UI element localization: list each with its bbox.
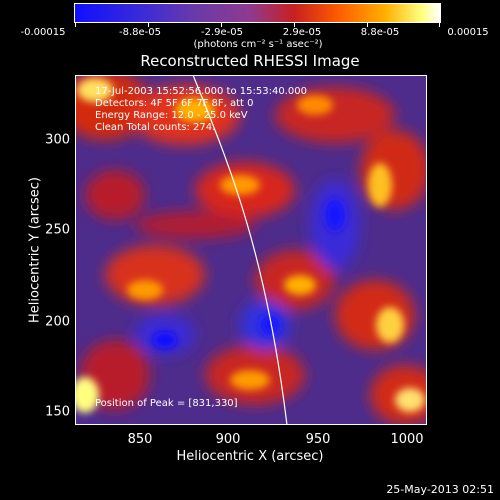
limb-line xyxy=(192,75,288,425)
y-tick-label: 150 xyxy=(45,404,70,420)
time-range-text: 17-Jul-2003 15:52:56.000 to 15:53:40.000 xyxy=(95,86,307,97)
image-heatmap xyxy=(75,75,427,425)
colorbar-tick xyxy=(75,22,76,27)
x-tick-label: 950 xyxy=(305,432,331,447)
y-tick-label: 200 xyxy=(45,314,70,330)
timestamp: 25-May-2013 02:51 xyxy=(386,483,494,496)
colorbar-label: 0.00015 xyxy=(447,27,489,38)
y-axis-label: Heliocentric Y (arcsec) xyxy=(27,177,43,323)
x-tick-label: 1000 xyxy=(390,432,424,447)
x-tick-label: 900 xyxy=(215,432,241,447)
peak-position-text: Position of Peak = [831,330] xyxy=(95,398,238,409)
plot-title: Reconstructed RHESSI Image xyxy=(140,52,360,70)
colorbar-label: 8.8e-05 xyxy=(360,27,400,38)
colorbar-label: -8.8e-05 xyxy=(119,27,161,38)
colorbar-label: -0.00015 xyxy=(20,27,66,38)
clean-counts-text: Clean Total counts: 274. xyxy=(95,122,216,133)
detectors-text: Detectors: 4F 5F 6F 7F 8F, att 0 xyxy=(95,98,254,109)
colorbar-tick xyxy=(367,22,368,27)
energy-range-text: Energy Range: 12.0 - 25.0 keV xyxy=(95,110,248,121)
colorbar-tick xyxy=(439,22,440,27)
colorbar-unit: (photons cm⁻² s⁻¹ asec⁻²) xyxy=(193,39,323,50)
y-tick-label: 300 xyxy=(45,132,70,148)
x-axis-label: Heliocentric X (arcsec) xyxy=(176,449,324,464)
colorbar xyxy=(74,3,441,23)
rhessi-image xyxy=(75,75,427,425)
y-tick-label: 250 xyxy=(45,222,70,238)
colorbar-tick xyxy=(148,22,149,27)
plot-frame xyxy=(75,75,427,425)
colorbar-tick xyxy=(221,22,222,27)
x-tick-label: 850 xyxy=(127,432,153,447)
colorbar-tick xyxy=(294,22,295,27)
colorbar-label: 2.9e-05 xyxy=(282,27,322,38)
colorbar-label: -2.9e-05 xyxy=(201,27,243,38)
